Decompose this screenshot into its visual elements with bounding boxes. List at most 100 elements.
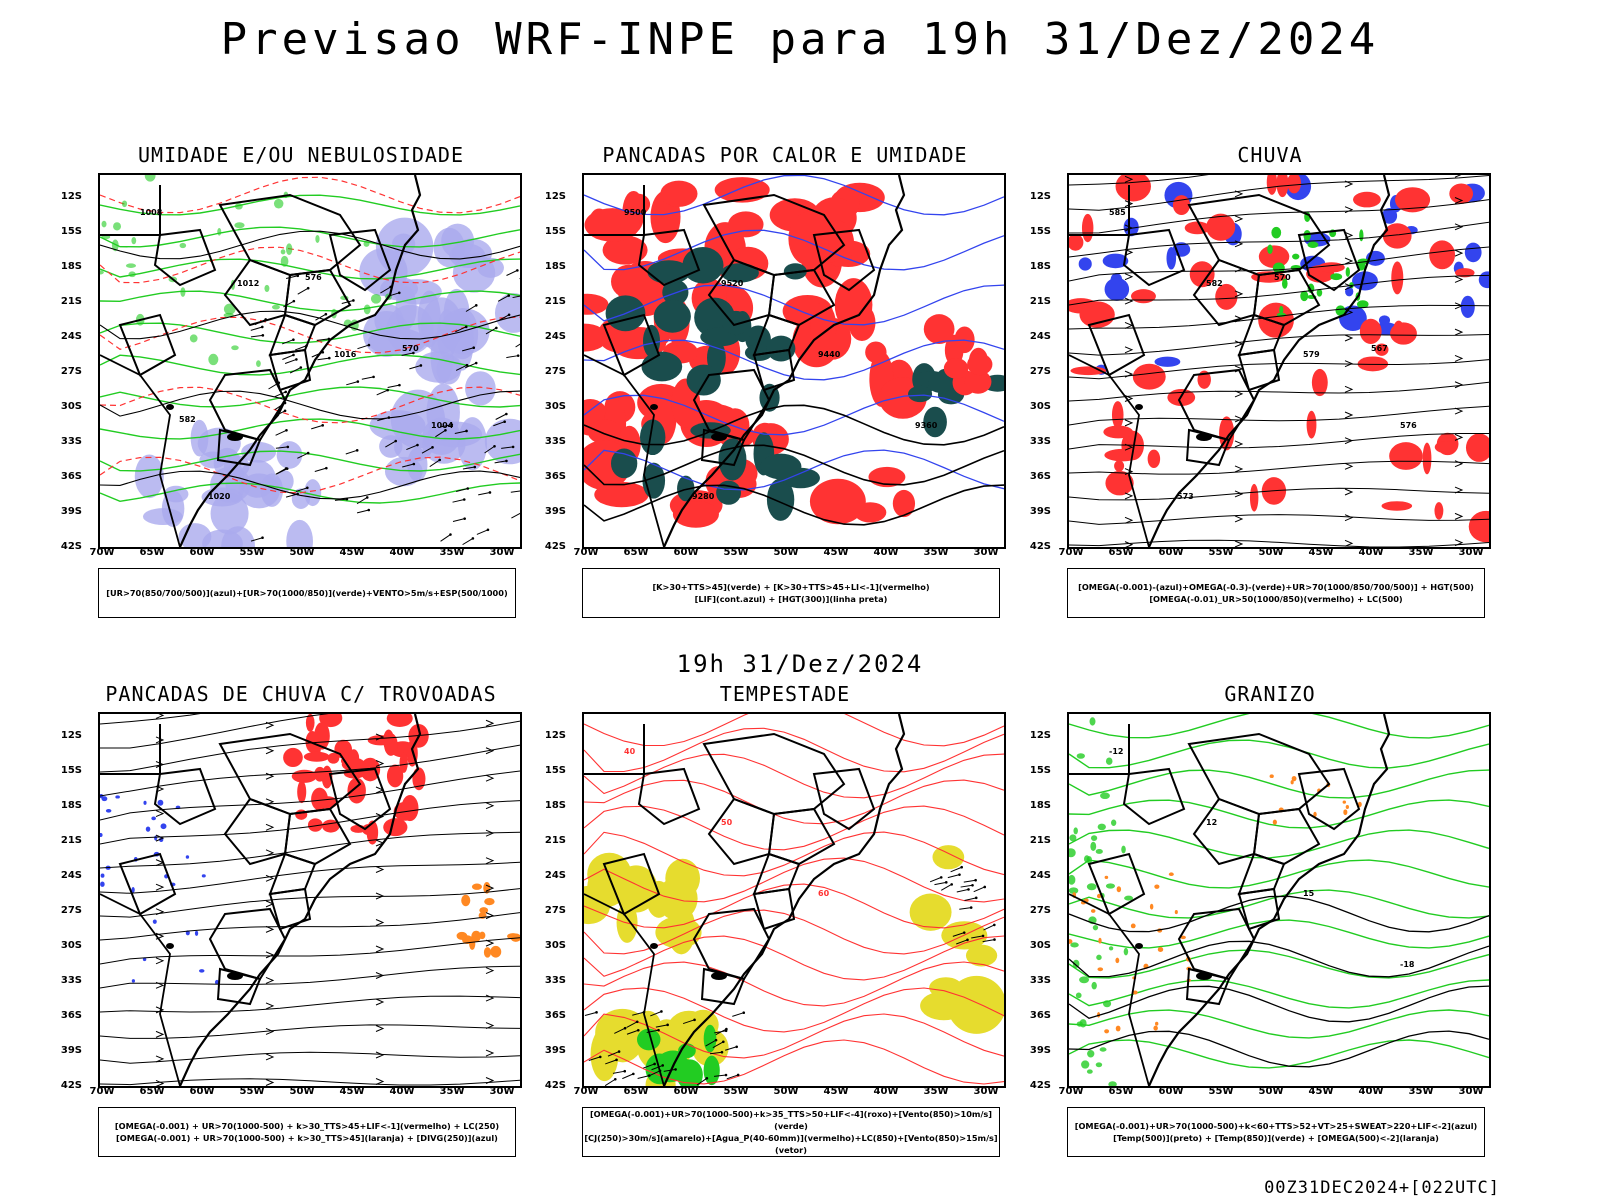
latitude-label: 36S: [1029, 471, 1051, 482]
latitude-label: 39S: [544, 1045, 566, 1056]
svg-text:579: 579: [1303, 350, 1320, 359]
latitude-label: 33S: [60, 436, 82, 447]
legend-line: [CJ(250)>30m/s](amarelo)+[Agua_P(40-60mm…: [584, 1133, 998, 1155]
svg-text:9520: 9520: [721, 279, 744, 288]
longitude-axis: 70W 65W 60W 55W 50W 45W 40W 35W 30W: [1059, 1086, 1491, 1100]
latitude-label: 12S: [1029, 191, 1051, 202]
latitude-label: 12S: [1029, 730, 1051, 741]
latitude-label: 39S: [60, 506, 82, 517]
latitude-label: 36S: [1029, 1010, 1051, 1021]
latitude-label: 15S: [60, 226, 82, 237]
latitude-label: 42S: [60, 541, 82, 552]
longitude-label: 50W: [289, 547, 315, 558]
panel-title: PANCADAS POR CALOR E UMIDADE: [602, 143, 968, 167]
latitude-label: 24S: [1029, 331, 1051, 342]
longitude-label: 70W: [89, 1086, 115, 1097]
latitude-label: 21S: [60, 835, 82, 846]
panel-pancadas-calor: PANCADAS POR CALOR E UMIDADE 9500 9520 9440…: [545, 143, 1006, 623]
latitude-label: 33S: [544, 436, 566, 447]
latitude-label: 21S: [544, 835, 566, 846]
latitude-label: 33S: [1029, 436, 1051, 447]
latitude-label: 18S: [1029, 261, 1051, 272]
longitude-label: 30W: [973, 547, 999, 558]
svg-text:567: 567: [1371, 344, 1388, 353]
map-plot: 585 582 579 576 573 570 567: [1067, 173, 1491, 549]
svg-text:582: 582: [179, 415, 196, 424]
svg-text:576: 576: [305, 273, 322, 282]
map-plot: [98, 712, 522, 1088]
panel-umidade: UMIDADE E/OU NEBULOSIDADE 1008 1012 1016 100…: [61, 143, 522, 623]
latitude-label: 18S: [60, 261, 82, 272]
longitude-label: 70W: [89, 547, 115, 558]
latitude-axis: 12S 15S 18S 21S 24S 27S 30S 33S 36S 39S 42S: [1025, 173, 1053, 552]
latitude-label: 30S: [60, 401, 82, 412]
longitude-label: 55W: [1208, 1086, 1234, 1097]
longitude-label: 40W: [1358, 547, 1384, 558]
latitude-label: 30S: [544, 401, 566, 412]
longitude-label: 70W: [573, 547, 599, 558]
svg-text:1016: 1016: [334, 350, 357, 359]
legend-box: [UR>70(850/700/500)](azul)+[UR>70(1000/8…: [98, 568, 516, 618]
latitude-label: 12S: [60, 191, 82, 202]
latitude-axis: 12S 15S 18S 21S 24S 27S 30S 33S 36S 39S 42S: [56, 173, 84, 552]
longitude-label: 35W: [923, 1086, 949, 1097]
svg-text:50: 50: [721, 818, 733, 827]
longitude-label: 40W: [873, 1086, 899, 1097]
svg-text:9280: 9280: [692, 492, 715, 501]
latitude-label: 12S: [544, 191, 566, 202]
longitude-label: 60W: [189, 1086, 215, 1097]
latitude-label: 15S: [1029, 765, 1051, 776]
legend-line: [LIF](cont.azul) + [HGT(300)](linha pret…: [694, 594, 888, 604]
latitude-axis: 12S 15S 18S 21S 24S 27S 30S 33S 36S 39S 42S: [1025, 712, 1053, 1091]
latitude-label: 12S: [60, 730, 82, 741]
longitude-label: 55W: [239, 1086, 265, 1097]
legend-line: [Temp(500)](preto) + [Temp(850)](verde) …: [1113, 1133, 1439, 1143]
longitude-label: 60W: [673, 547, 699, 558]
longitude-label: 45W: [823, 1086, 849, 1097]
svg-text:1004: 1004: [431, 421, 454, 430]
latitude-label: 18S: [544, 261, 566, 272]
latitude-label: 36S: [60, 471, 82, 482]
legend-line: [OMEGA(-0.001)-(azul)+OMEGA(-0.3)-(verde…: [1078, 582, 1474, 592]
latitude-label: 27S: [544, 905, 566, 916]
latitude-label: 42S: [544, 1080, 566, 1091]
latitude-label: 27S: [1029, 905, 1051, 916]
legend-box: [OMEGA(-0.001)-(azul)+OMEGA(-0.3)-(verde…: [1067, 568, 1485, 618]
svg-text:573: 573: [1177, 492, 1194, 501]
longitude-label: 30W: [489, 547, 515, 558]
legend-line: [UR>70(850/700/500)](azul)+[UR>70(1000/8…: [106, 588, 508, 598]
svg-text:576: 576: [1400, 421, 1417, 430]
longitude-label: 30W: [489, 1086, 515, 1097]
latitude-label: 27S: [60, 905, 82, 916]
latitude-axis: 12S 15S 18S 21S 24S 27S 30S 33S 36S 39S 42S: [540, 712, 568, 1091]
latitude-label: 24S: [60, 870, 82, 881]
map-plot: -12 12 15 -18: [1067, 712, 1491, 1088]
longitude-label: 40W: [389, 547, 415, 558]
longitude-label: 45W: [823, 547, 849, 558]
panel-title: GRANIZO: [1224, 682, 1316, 706]
map-plot: 40 50 60: [582, 712, 1006, 1088]
panel-chuva: CHUVA 585 582 579 576 573 570 567 12S 15S 18S 21S 24…: [1030, 143, 1491, 623]
longitude-label: 70W: [1058, 547, 1084, 558]
svg-text:60: 60: [818, 889, 830, 898]
longitude-label: 55W: [1208, 547, 1234, 558]
latitude-label: 39S: [1029, 1045, 1051, 1056]
longitude-label: 45W: [1308, 1086, 1334, 1097]
latitude-label: 24S: [1029, 870, 1051, 881]
map-plot: 9500 9520 9440 9360 9280: [582, 173, 1006, 549]
longitude-label: 35W: [923, 547, 949, 558]
legend-box: [OMEGA(-0.001) + UR>70(1000-500) + k>30_…: [98, 1107, 516, 1157]
latitude-label: 21S: [1029, 296, 1051, 307]
longitude-axis: 70W 65W 60W 55W 50W 45W 40W 35W 30W: [1059, 547, 1491, 561]
legend-line: [OMEGA(-0.001)+UR>70(1000-500)+k>35_TTS>…: [589, 1109, 993, 1131]
longitude-label: 65W: [623, 1086, 649, 1097]
latitude-label: 33S: [60, 975, 82, 986]
longitude-label: 35W: [439, 1086, 465, 1097]
longitude-label: 35W: [439, 547, 465, 558]
latitude-label: 42S: [60, 1080, 82, 1091]
longitude-label: 60W: [1158, 547, 1184, 558]
svg-text:582: 582: [1206, 279, 1223, 288]
svg-text:40: 40: [624, 747, 636, 756]
latitude-label: 27S: [544, 366, 566, 377]
svg-text:570: 570: [1274, 273, 1291, 282]
